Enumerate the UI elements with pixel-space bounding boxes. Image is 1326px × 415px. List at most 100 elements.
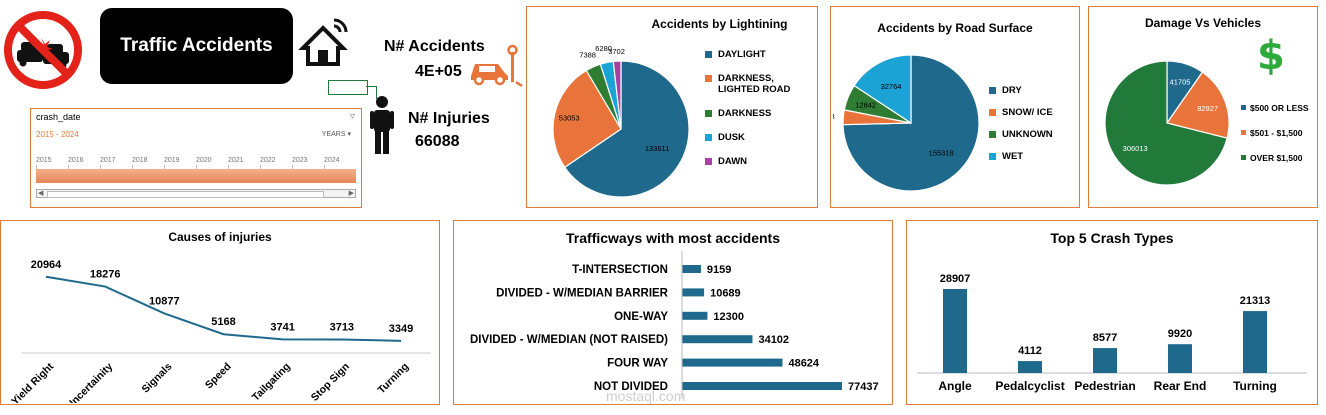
legend-item: $500 OR LESS bbox=[1241, 103, 1319, 113]
bar-data-label: 9920 bbox=[1168, 328, 1192, 340]
damage-legend: $500 OR LESS $501 - $1,500 OVER $1,500 bbox=[1241, 103, 1319, 178]
x-tick-label: Turning bbox=[376, 361, 412, 397]
slicer-year[interactable]: 2018 bbox=[132, 157, 148, 164]
bar-data-label: 12300 bbox=[713, 311, 744, 323]
scroll-right-icon[interactable]: ▶ bbox=[348, 190, 354, 197]
bar bbox=[1018, 361, 1042, 373]
slicer-year[interactable]: 2020 bbox=[196, 157, 212, 164]
legend-label: DRY bbox=[1002, 85, 1022, 96]
crashtypes-chart-panel: Top 5 Crash Types 28907 Angle 4112 Pedalcyc… bbox=[906, 220, 1318, 405]
causes-line-chart: 20964 Yield Right 18276 Uncertainity 10877 Si… bbox=[9, 259, 431, 403]
clear-filter-icon[interactable]: ▿ bbox=[349, 111, 355, 122]
pie-data-label: 3702 bbox=[608, 47, 625, 56]
y-tick-label: ONE-WAY bbox=[614, 311, 668, 323]
lighting-legend: DAYLIGHT DARKNESS, LIGHTED ROAD DARKNESS… bbox=[705, 49, 815, 180]
legend-label: DARKNESS, LIGHTED ROAD bbox=[718, 73, 791, 95]
bar bbox=[1168, 344, 1192, 373]
watermark: mostaql.com bbox=[606, 388, 686, 404]
slicer-scrollbar[interactable]: ◀ ▶ bbox=[36, 189, 356, 198]
pie-slice bbox=[552, 69, 622, 169]
slicer-year[interactable]: 2023 bbox=[292, 157, 308, 164]
pie-data-label: 133611 bbox=[645, 144, 669, 153]
crash-date-timeline-slicer[interactable]: crash_date ▿ 2015 - 2024 YEARS ▾ 2015 20… bbox=[30, 108, 362, 208]
bar-data-label: 4112 bbox=[1018, 345, 1042, 357]
pie-slice bbox=[563, 60, 690, 198]
bar-data-label: 34102 bbox=[758, 334, 789, 346]
pie-slice bbox=[1166, 71, 1230, 139]
slicer-year[interactable]: 2015 bbox=[36, 157, 52, 164]
bar bbox=[682, 288, 705, 297]
accidents-label: N# Accidents bbox=[384, 38, 485, 55]
legend-label: DAYLIGHT bbox=[718, 49, 766, 60]
bar-data-label: 9159 bbox=[707, 264, 731, 276]
slicer-year[interactable]: 2019 bbox=[164, 157, 180, 164]
pie-slice bbox=[842, 54, 980, 192]
legend-label: DAWN bbox=[718, 156, 748, 167]
line-data-label: 18276 bbox=[90, 269, 121, 281]
slicer-field: crash_date bbox=[36, 112, 81, 122]
line-data-label: 3741 bbox=[270, 321, 294, 333]
legend-label: WET bbox=[1002, 151, 1024, 162]
legend-item: DRY bbox=[989, 85, 1079, 96]
legend-label: DARKNESS bbox=[718, 108, 772, 119]
bar bbox=[682, 311, 708, 320]
damage-chart-panel: Damage Vs Vehicles $ 41705 82927 306013 $5… bbox=[1088, 6, 1318, 208]
causes-chart-panel: Causes of injuries 20964 Yield Right 18276… bbox=[0, 220, 440, 405]
legend-label: $500 OR LESS bbox=[1250, 103, 1309, 113]
slicer-ticks bbox=[36, 165, 356, 169]
scroll-left-icon[interactable]: ◀ bbox=[38, 190, 44, 197]
x-tick-label: Signals bbox=[140, 361, 175, 396]
pie-slice bbox=[1104, 60, 1228, 186]
trafficways-chart-title: Trafficways with most accidents bbox=[566, 230, 780, 246]
legend-item: DARKNESS bbox=[705, 108, 815, 119]
bar-data-label: 48624 bbox=[788, 358, 819, 370]
smart-home-icon bbox=[298, 18, 348, 73]
y-tick-label: NOT DIVIDED bbox=[594, 381, 668, 393]
x-tick-label: Pedalcyclist bbox=[995, 379, 1064, 393]
x-tick-label: Uncertainity bbox=[64, 361, 116, 403]
bar bbox=[682, 382, 842, 390]
pie-slice bbox=[853, 54, 912, 125]
legend-label: $501 - $1,500 bbox=[1250, 128, 1303, 138]
bar bbox=[943, 289, 967, 373]
legend-item: UNKNOWN bbox=[989, 129, 1079, 140]
y-tick-label: DIVIDED - W/MEDIAN BARRIER bbox=[496, 287, 669, 299]
x-tick-label: Pedestrian bbox=[1074, 379, 1135, 393]
x-tick-label: Tailgating bbox=[250, 361, 293, 403]
pie-data-label: 7268 bbox=[833, 112, 835, 121]
damage-chart-title: Damage Vs Vehicles bbox=[1144, 16, 1262, 30]
no-car-crash-icon bbox=[3, 10, 83, 95]
slicer-scroll-thumb[interactable] bbox=[47, 191, 324, 198]
lighting-chart-panel: Accidents by Lightining 133611 53053 7388 6… bbox=[526, 6, 818, 208]
slicer-year[interactable]: 2021 bbox=[228, 157, 244, 164]
dollar-icon: $ bbox=[1257, 33, 1285, 79]
trafficways-chart-panel: Trafficways with most accidents T-INTERS… bbox=[453, 220, 893, 405]
trafficways-bar-chart: T-INTERSECTION 9159 DIVIDED - W/MEDIAN BAR… bbox=[470, 251, 879, 399]
slicer-year[interactable]: 2024 bbox=[324, 157, 340, 164]
slicer-year[interactable]: 2016 bbox=[68, 157, 84, 164]
line-data-label: 20964 bbox=[31, 259, 62, 271]
slicer-units[interactable]: YEARS ▾ bbox=[321, 131, 351, 138]
line-data-label: 5168 bbox=[211, 316, 235, 328]
pie-data-label: 82927 bbox=[1197, 104, 1218, 113]
slicer-year[interactable]: 2022 bbox=[260, 157, 276, 164]
slicer-years: 2015 2016 2017 2018 2019 2020 2021 2022 … bbox=[36, 157, 356, 164]
slicer-year[interactable]: 2017 bbox=[100, 157, 116, 164]
bar bbox=[1093, 348, 1117, 373]
legend-item: OVER $1,500 bbox=[1241, 153, 1319, 163]
bar bbox=[1243, 311, 1267, 373]
x-tick-label: Stop Sign bbox=[309, 361, 352, 403]
pie-data-label: 53053 bbox=[559, 113, 580, 122]
legend-label: SNOW/ ICE bbox=[1002, 107, 1053, 118]
line-series bbox=[45, 275, 402, 342]
bar-data-label: 10689 bbox=[710, 287, 741, 299]
legend-item: DARKNESS, LIGHTED ROAD bbox=[705, 73, 815, 95]
dashboard-title: Traffic Accidents bbox=[100, 8, 293, 84]
legend-item: DAWN bbox=[705, 156, 815, 167]
bar-data-label: 21313 bbox=[1240, 295, 1271, 307]
slicer-range: 2015 - 2024 bbox=[36, 130, 79, 139]
surface-chart-title: Accidents by Road Surface bbox=[877, 21, 1033, 35]
lighting-chart-title: Accidents by Lightining bbox=[651, 17, 788, 31]
slicer-selection-bar[interactable] bbox=[36, 169, 356, 183]
